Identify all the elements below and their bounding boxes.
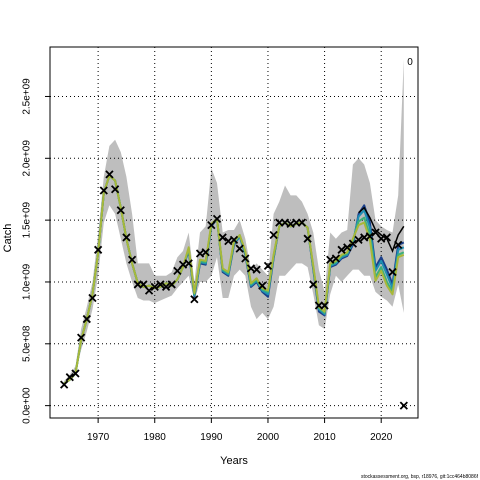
observed-point — [65, 373, 74, 382]
observed-point — [88, 293, 97, 303]
observed-point — [320, 301, 329, 310]
y-tick-label: 0.0e+00 — [22, 387, 33, 424]
x-tick-label: 2020 — [370, 432, 393, 443]
observed-point — [93, 245, 103, 254]
observed-point — [82, 314, 91, 324]
observed-point — [212, 214, 222, 224]
x-axis: 1970 1980 1990 2000 2010 2020 — [87, 418, 393, 443]
observed-point — [337, 245, 346, 254]
y-axis: 0.0e+00 5.0e+08 1.0e+09 1.5e+09 2.0e+09 2.5e+… — [22, 78, 50, 424]
observed-point — [229, 235, 239, 245]
y-axis-label: Catch — [2, 224, 14, 253]
observed-point — [382, 233, 391, 242]
x-tick-label: 2000 — [257, 432, 280, 443]
observed-point — [122, 233, 131, 242]
observed-point — [388, 267, 397, 277]
observed-point — [99, 186, 108, 195]
gridlines — [50, 47, 418, 418]
observed-point — [116, 206, 125, 215]
observed-point — [241, 254, 250, 263]
x-tick-label: 2010 — [313, 432, 336, 443]
observed-point — [105, 170, 114, 179]
y-tick-label: 2.5e+09 — [22, 78, 33, 115]
y-tick-label: 1.5e+09 — [22, 201, 33, 238]
observed-point — [258, 281, 267, 290]
observed-point — [365, 232, 375, 241]
observed-point — [263, 261, 273, 271]
observed-point — [161, 282, 171, 292]
confidence-band-layer — [64, 59, 404, 385]
x-tick-label: 1990 — [200, 432, 223, 443]
observed-point — [60, 380, 69, 389]
observed-point — [173, 266, 182, 275]
observed-point — [139, 280, 148, 289]
y-tick-label: 2.0e+09 — [22, 140, 33, 177]
observed-point — [207, 220, 216, 230]
y-tick-label: 1.0e+09 — [22, 263, 33, 300]
x-axis-label: Years — [220, 455, 248, 467]
observed-point — [235, 244, 244, 253]
observed-points-layer — [60, 170, 408, 410]
observed-point — [309, 280, 318, 289]
observed-point — [167, 280, 176, 289]
observed-point — [394, 240, 403, 250]
observed-point — [190, 295, 199, 304]
observed-point — [348, 239, 358, 248]
x-tick-label: 1970 — [87, 432, 110, 443]
y-tick-label: 5.0e+08 — [22, 325, 33, 362]
observed-point — [303, 234, 312, 243]
observed-point — [252, 265, 261, 274]
observed-point — [343, 243, 352, 252]
observed-point — [110, 185, 120, 194]
observed-line — [358, 206, 405, 253]
observed-point — [150, 282, 159, 292]
observed-point — [201, 248, 210, 257]
plot-frame — [49, 46, 419, 419]
observed-point — [297, 218, 307, 227]
observed-point — [127, 255, 137, 264]
observed-point — [184, 259, 193, 268]
observed-point — [77, 333, 86, 342]
observed-point — [399, 401, 408, 410]
x-tick-label: 1980 — [144, 432, 167, 443]
series-line-4 — [63, 174, 405, 385]
observed-point — [218, 233, 227, 242]
panel-label: 0 — [407, 57, 413, 68]
observed-point — [371, 228, 380, 237]
footer-note: stockassessment.org, bsp, r18976, git:1c… — [361, 474, 479, 480]
observed-point — [269, 230, 278, 240]
series-lines-layer — [63, 174, 405, 385]
observed-point — [144, 286, 154, 295]
observed-point — [156, 280, 165, 289]
observed-point — [331, 254, 341, 263]
observed-point — [71, 369, 80, 378]
observed-point — [354, 235, 363, 245]
confidence-band — [64, 59, 404, 385]
